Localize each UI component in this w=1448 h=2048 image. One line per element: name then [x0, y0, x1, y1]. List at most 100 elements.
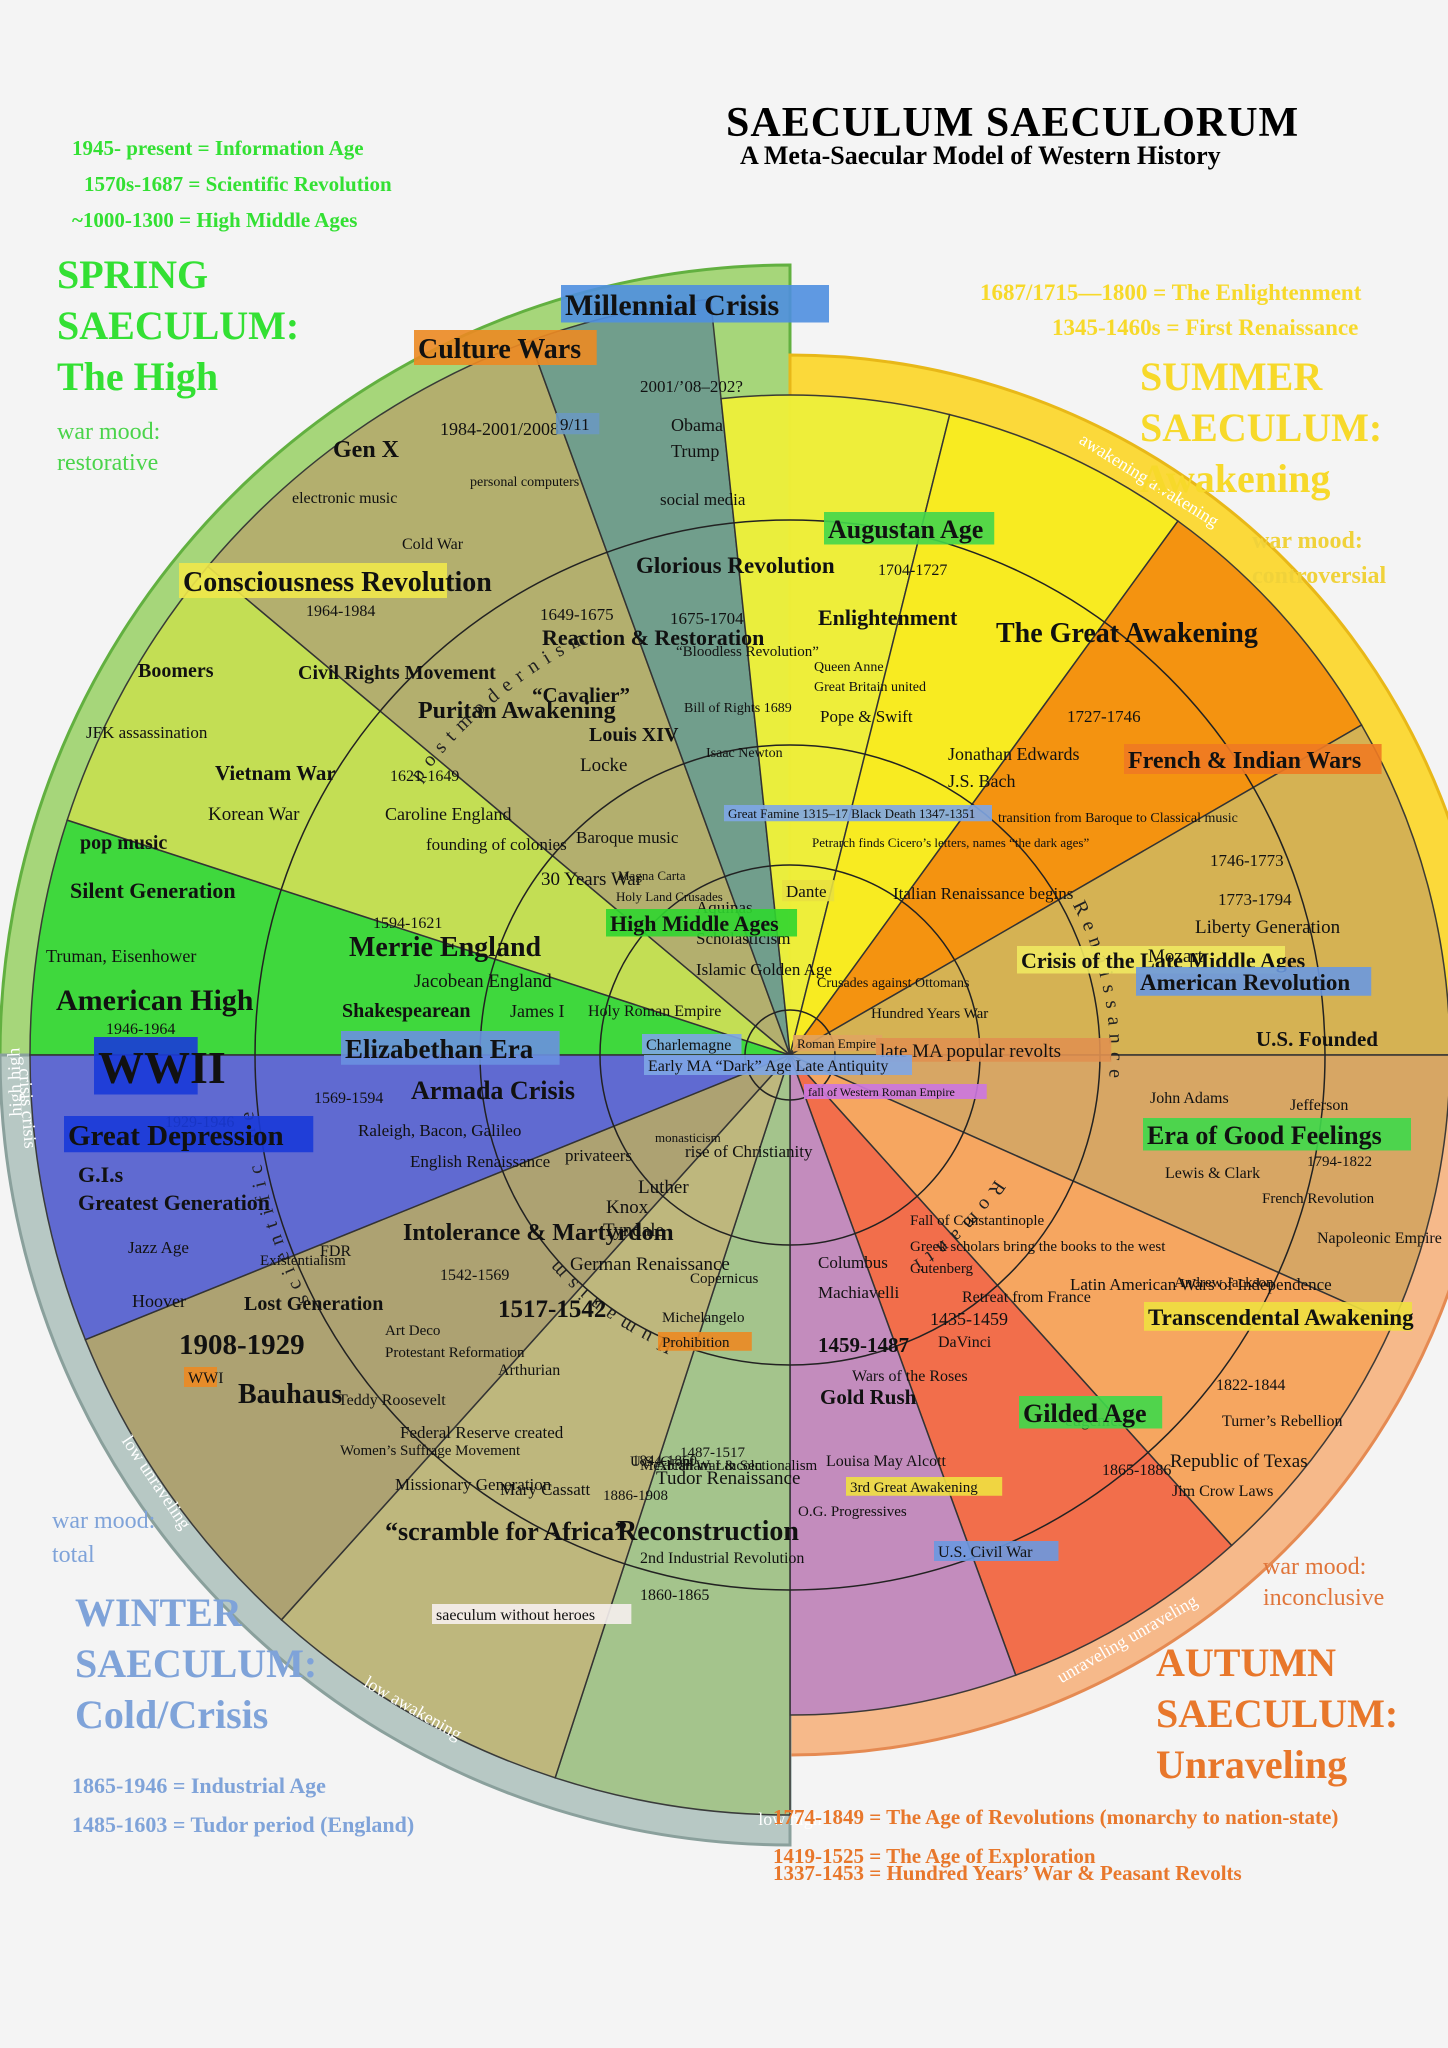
wheel-label: founding of colonies — [426, 835, 567, 854]
wheel-label: Gutenberg — [910, 1261, 974, 1277]
wheel-label-text: 1822-1844 — [1216, 1377, 1285, 1394]
wheel-label-bg — [556, 413, 600, 435]
wheel-label: Obama — [671, 415, 723, 435]
wheel-label-text: U.S. Grant — [630, 1454, 695, 1470]
wheel-label: social media — [660, 490, 746, 509]
wheel-label-text: social media — [660, 490, 746, 509]
wheel-label-text: Transcendental Awakening — [1148, 1305, 1414, 1330]
wheel-label-text: Jazz Age — [128, 1238, 189, 1257]
wheel-label-text: Obama — [671, 415, 723, 435]
wheel-label-text: 1459-1487 — [818, 1333, 909, 1357]
wheel-label-text: U.S. Civil War — [938, 1544, 1033, 1561]
wheel-label-text: Shakespearean — [342, 1000, 471, 1022]
wheel-label: 1984-2001/2008 — [440, 419, 559, 439]
wheel-label-text: Puritan Awakening — [418, 698, 616, 724]
wheel-label: Early MA “Dark” Age Late Antiquity — [644, 1055, 912, 1075]
wheel-label-text: Greatest Generation — [78, 1190, 270, 1215]
wheel-label-text: Tudor Renaissance — [656, 1468, 800, 1489]
wheel-label: 1773-1794 — [1218, 890, 1292, 909]
wheel-label-text: 1594-1621 — [373, 915, 442, 932]
wheel-label: Wars of the Roses — [852, 1368, 968, 1385]
wheel-label-text: G.I.s — [78, 1162, 124, 1187]
wheel-label-text: Jonathan Edwards — [948, 744, 1079, 764]
wheel-label: 1594-1621 — [373, 915, 442, 932]
wheel-label-text: U.S. Founded — [1256, 1027, 1378, 1051]
wheel-label-text: 1649-1675 — [540, 605, 614, 624]
wheel-label-bg — [606, 909, 798, 937]
wheel-label-text: 30 Years War — [541, 869, 643, 890]
wheel-label-text: Intolerance & Martyrdom — [403, 1220, 674, 1246]
wheel-label-bg — [782, 880, 835, 902]
wheel-label-text: monasticism — [655, 1130, 721, 1145]
wheel-label: Art Deco — [385, 1323, 440, 1339]
wheel-label-text: Cold War — [402, 536, 464, 553]
winter-heading-1: WINTER — [75, 1590, 242, 1635]
wheel-label-text: 1844-1860 — [632, 1453, 697, 1469]
wheel-label: Millennial Crisis — [561, 285, 829, 323]
wheel-label: Arthurian — [498, 1362, 560, 1379]
wheel-label-text: privateers — [565, 1146, 632, 1165]
wheel-label-text: French Revolution — [1262, 1191, 1375, 1207]
wheel-label-bg — [432, 1604, 632, 1624]
winter-war-mood: total — [52, 1542, 95, 1568]
wheel-label: WWII — [94, 1037, 226, 1095]
wheel-label: Jim Crow Laws — [1172, 1483, 1273, 1500]
wheel-label-text: Protestant Reformation — [385, 1345, 525, 1361]
wheel-label-text: Machiavelli — [818, 1283, 899, 1302]
wheel-label: O.G. Progressives — [798, 1504, 907, 1520]
wheel-label-text: Mozart — [1148, 946, 1204, 967]
wheel-label-text: 2001/’08–202? — [640, 377, 743, 396]
wheel-label: High Middle Ages — [606, 909, 798, 937]
wheel-label-text: 1964-1984 — [306, 603, 375, 620]
wheel-label-text: 1886-1908 — [603, 1488, 668, 1504]
wheel-label: 1435-1459 — [930, 1309, 1008, 1329]
wheel-label: American Revolution — [1136, 967, 1372, 996]
wheel-label-text: Columbus — [818, 1253, 888, 1272]
wheel-label: Women’s Suffrage Movement — [340, 1443, 521, 1459]
wheel-label-text: Civil Rights Movement — [298, 662, 496, 684]
wheel-label-text: Tyndale — [603, 1220, 664, 1241]
wheel-label: Korean War — [208, 804, 300, 825]
wheel-label-bg — [876, 1038, 1112, 1062]
wheel-label-bg — [793, 1035, 883, 1052]
wheel-label: Holy Land Crusades — [616, 889, 723, 904]
wheel-label: Greatest Generation — [78, 1190, 270, 1215]
wheel-label-text: 1746-1773 — [1210, 851, 1284, 870]
wheel-label-text: Bill of Rights 1689 — [684, 701, 792, 716]
wheel-label: Holy Roman Empire — [588, 1003, 721, 1020]
wheel-label: English Renaissance — [410, 1152, 550, 1171]
wheel-label-text: Teddy Roosevelt — [338, 1392, 446, 1409]
wheel-label-text: personal computers — [470, 475, 579, 490]
wheel-label: Copernicus — [690, 1271, 758, 1287]
wheel-label-bg — [804, 1084, 987, 1099]
winter-heading-3: Cold/Crisis — [75, 1692, 269, 1737]
spring-heading-2: SAECULUM: — [57, 303, 300, 348]
wheel-label: Reconstruction — [617, 1516, 799, 1547]
wheel-label-text: 1946-1964 — [106, 1021, 175, 1038]
summer-war-mood-label: war mood: — [1252, 528, 1363, 554]
wheel-label: Gilded Age — [1019, 1396, 1163, 1429]
wheel-label: JFK assassination — [86, 723, 208, 742]
wheel-label: Merrie England — [349, 932, 542, 963]
wheel-label-text: Merrie England — [349, 932, 542, 963]
wheel-label-bg — [94, 1037, 198, 1095]
wheel-label-text: Millennial Crisis — [565, 289, 779, 322]
wheel-label-bg — [824, 512, 995, 545]
wheel-label: Baroque music — [576, 828, 679, 847]
wheel-label: Islamic Golden Age — [696, 960, 832, 979]
wheel-label: DaVinci — [938, 1334, 992, 1351]
wheel-label: Augustan Age — [824, 512, 995, 545]
summer-era-2: 1345-1460s = First Renaissance — [1052, 315, 1359, 340]
wheel-label: U.S. Grant — [630, 1454, 695, 1470]
wheel-label-text: Vietnam War — [215, 761, 336, 785]
spring-war-mood-label: war mood: — [57, 419, 161, 445]
wheel-label-text: Consciousness Revolution — [183, 567, 492, 598]
wheel-label: 2001/’08–202? — [640, 377, 743, 396]
wheel-label-text: Baroque music — [576, 828, 679, 847]
wheel-label: Transcendental Awakening — [1144, 1302, 1414, 1331]
wheel-label: fall of Western Roman Empire — [804, 1084, 987, 1099]
wheel-label-bg — [1019, 1396, 1163, 1429]
wheel-label-bg — [561, 285, 829, 323]
wheel-label: late MA popular revolts — [876, 1038, 1112, 1062]
wheel-label-text: late MA popular revolts — [880, 1041, 1061, 1062]
